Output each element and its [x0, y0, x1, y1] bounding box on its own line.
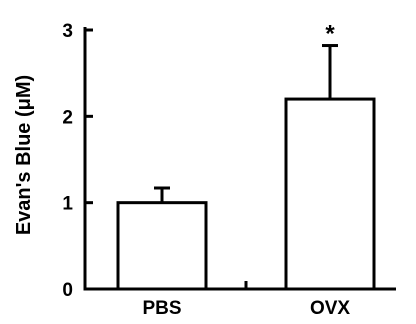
x-tick-label-ovx: OVX — [310, 298, 350, 319]
y-axis-title: Evan's Blue (μM) — [13, 75, 35, 235]
axes — [83, 27, 396, 291]
y-tick-label-0: 0 — [62, 280, 73, 301]
y-tick-label-2: 2 — [62, 107, 73, 128]
y-tick-label-3: 3 — [62, 21, 73, 42]
significance-marker-ovx: * — [325, 21, 335, 48]
x-tick-label-pbs: PBS — [142, 298, 181, 319]
y-tick-label-1: 1 — [62, 194, 73, 215]
labels: PBS OVX 0 1 2 3 * — [62, 21, 350, 319]
bar-ovx — [284, 97, 376, 291]
bar-pbs — [116, 201, 208, 291]
bars-layer — [116, 44, 376, 291]
